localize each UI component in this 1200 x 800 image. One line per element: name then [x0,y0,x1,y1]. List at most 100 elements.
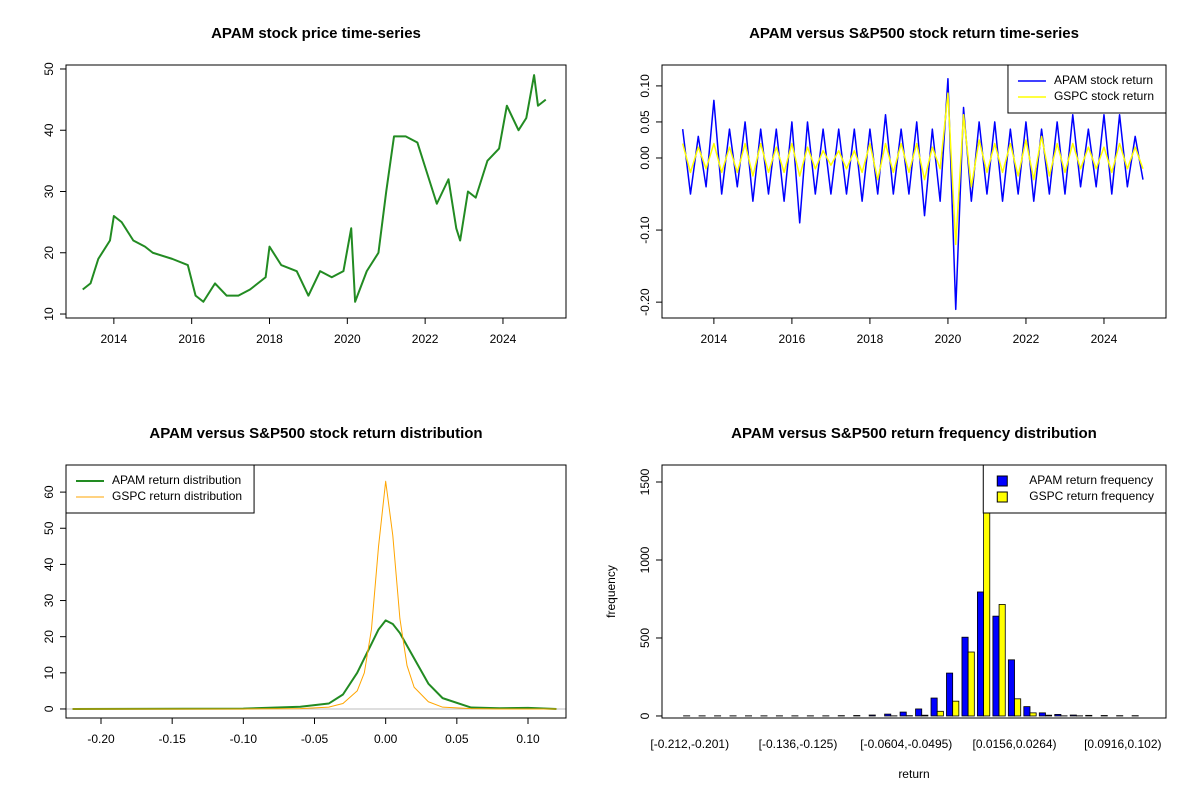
bar [1014,698,1022,717]
y-axis-label: frequency [604,565,618,618]
y-tick-label: 20 [42,630,56,644]
series-line [82,74,547,303]
x-tick-label: 2022 [412,332,439,346]
series-line [681,92,1144,246]
legend-frame [982,464,1167,514]
bar [868,714,876,717]
bar [1038,712,1046,717]
x-tick-label: 2018 [256,332,283,346]
x-tick-label: 2018 [857,332,884,346]
x-tick-label: -0.10 [230,732,258,746]
bar [992,615,1000,717]
plot-frame [661,464,1167,719]
legend-swatch [996,475,1008,487]
plot-frame [65,64,567,319]
x-tick-label: [0.0156,0.0264) [972,737,1056,751]
x-tick-label: 2020 [334,332,361,346]
y-tick-label: 10 [42,307,56,321]
y-tick-label: 0.05 [638,110,652,134]
x-tick-label: 2022 [1013,332,1040,346]
bar [936,710,944,717]
bar [998,604,1006,717]
plot-frame [65,464,567,719]
chart-title: APAM versus S&P500 stock return time-ser… [749,25,1079,42]
chart-title: APAM versus S&P500 return frequency dist… [731,425,1097,442]
x-tick-label: 0.10 [516,732,540,746]
y-tick-label: 1000 [638,546,652,573]
y-tick-label: 40 [42,123,56,137]
y-tick-label: 0.10 [638,74,652,98]
plot-area [681,77,1144,311]
legend-frame [1007,64,1167,114]
series-line [72,480,557,710]
legend-swatch [996,491,1008,503]
y-tick-label: 500 [638,628,652,648]
x-tick-label: -0.15 [158,732,186,746]
bar [921,714,929,717]
x-tick-label: 0.00 [374,732,398,746]
legend-label: GSPC stock return [1054,89,1154,103]
bar [1029,712,1037,717]
y-tick-label: 10 [42,666,56,680]
x-tick-label: 2024 [490,332,517,346]
legend-label: APAM return distribution [112,473,241,487]
y-tick-label: 50 [42,62,56,76]
bar [1007,659,1015,717]
bar [1069,714,1077,717]
legend-label: GSPC return frequency [1029,489,1154,503]
bar [946,672,954,717]
y-tick-label: 60 [42,485,56,499]
x-tick-label: 2024 [1091,332,1118,346]
x-tick-label: [-0.136,-0.125) [759,737,838,751]
y-tick-label: 30 [42,185,56,199]
legend-label: GSPC return distribution [112,489,242,503]
bar [899,711,907,717]
legend-label: APAM stock return [1054,73,1153,87]
plot-area [82,74,547,303]
x-tick-label: -0.20 [87,732,115,746]
series-line [72,619,557,710]
bar [884,713,892,717]
bar [1045,714,1053,717]
bar [1054,714,1062,717]
plot-area [683,465,1139,717]
bar [930,697,938,717]
x-tick-label: 2016 [178,332,205,346]
y-tick-label: 0.00 [638,146,652,170]
x-tick-label: 2014 [101,332,128,346]
bar [952,700,960,717]
legend: APAM return distribution GSPC return dist… [65,464,255,514]
bar [977,591,984,717]
legend-label: APAM return frequency [1029,473,1153,487]
bar [961,636,969,717]
y-tick-label: 0 [638,712,652,719]
x-tick-label: 2014 [701,332,728,346]
y-tick-label: 30 [42,594,56,608]
y-tick-label: 50 [42,521,56,535]
legend: APAM stock return GSPC stock return [1007,64,1167,114]
x-tick-label: 0.05 [445,732,469,746]
x-tick-label: [-0.212,-0.201) [650,737,729,751]
y-tick-label: 0 [42,705,56,712]
x-tick-label: [0.0916,0.102) [1084,737,1161,751]
legend: APAM return frequency GSPC return frequen… [982,464,1167,514]
x-tick-label: 2020 [935,332,962,346]
y-tick-label: -0.10 [638,216,652,244]
x-tick-label: [-0.0604,-0.0495) [860,737,952,751]
x-tick-label: 2016 [779,332,806,346]
y-tick-label: -0.20 [638,288,652,316]
y-tick-label: 20 [42,246,56,260]
plot-frame [661,64,1167,319]
x-axis-label: return [898,767,929,781]
y-tick-label: 40 [42,557,56,571]
bar [1023,706,1031,717]
bar [915,708,923,717]
y-tick-label: 1500 [638,468,652,495]
legend-frame [65,464,255,514]
chart-title: APAM stock price time-series [211,25,421,42]
plot-area [66,480,566,710]
chart-title: APAM versus S&P500 stock return distribu… [149,425,482,442]
bar [967,651,975,717]
